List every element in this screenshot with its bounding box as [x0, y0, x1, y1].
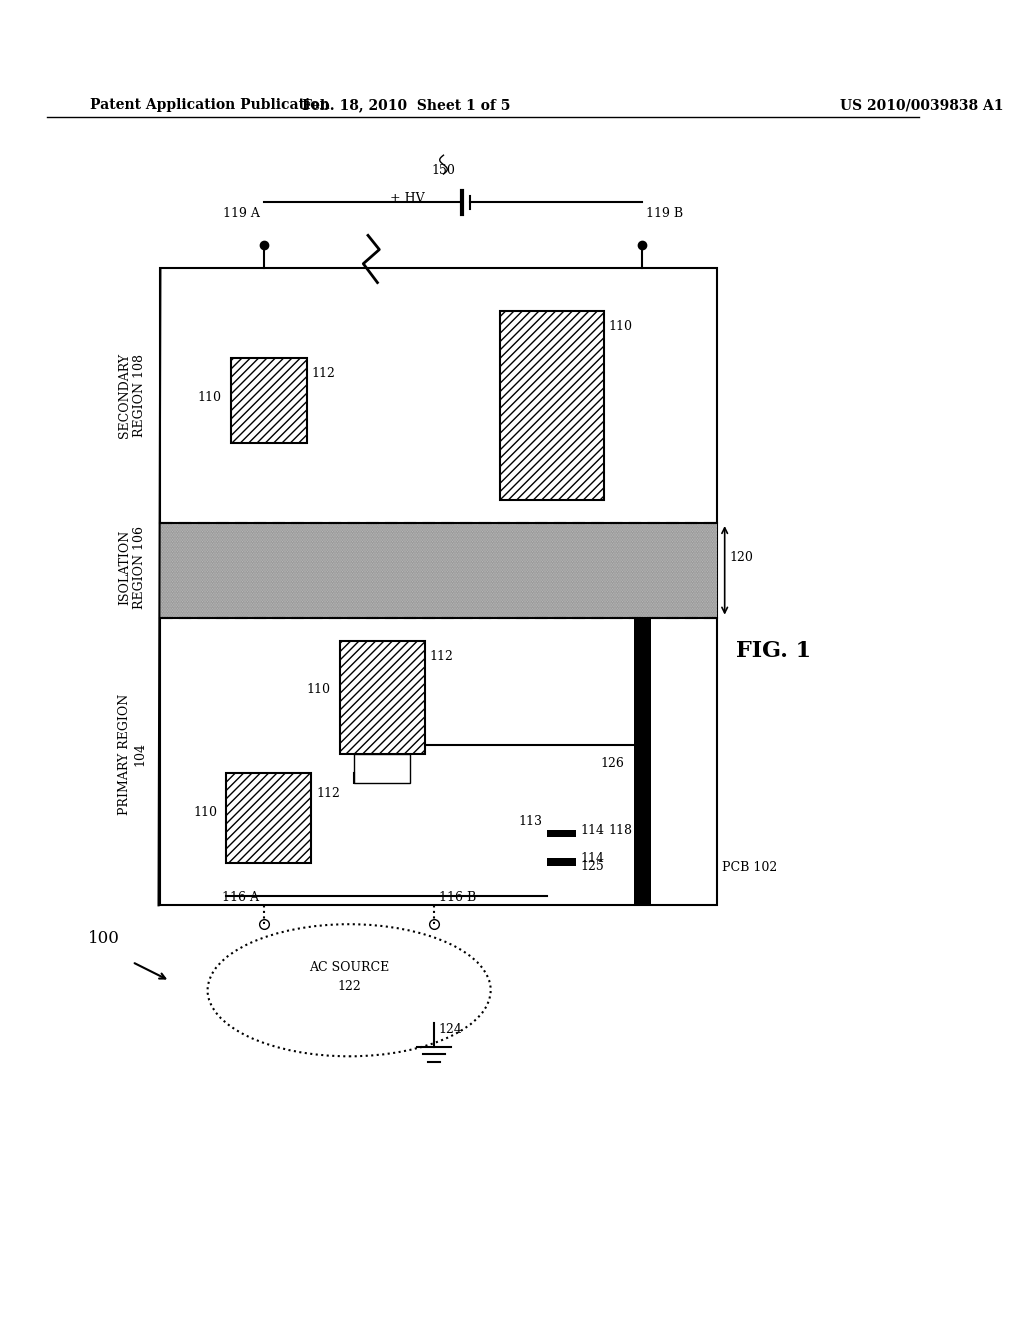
Text: 114: 114: [581, 851, 604, 865]
Text: 110: 110: [198, 391, 222, 404]
Bar: [547, 858, 575, 866]
Bar: [226, 774, 311, 863]
Ellipse shape: [208, 924, 490, 1056]
Text: 124: 124: [438, 1023, 463, 1036]
Text: 113: 113: [518, 816, 543, 828]
Text: 114: 114: [581, 824, 604, 837]
Text: 126: 126: [601, 758, 625, 771]
Text: ISOLATION
REGION 106: ISOLATION REGION 106: [118, 527, 146, 609]
Text: 119 A: 119 A: [222, 206, 259, 219]
Text: Patent Application Publication: Patent Application Publication: [90, 98, 330, 112]
Bar: [634, 618, 651, 906]
Text: AC SOURCE: AC SOURCE: [309, 961, 389, 974]
Text: Feb. 18, 2010  Sheet 1 of 5: Feb. 18, 2010 Sheet 1 of 5: [301, 98, 510, 112]
Bar: [161, 268, 717, 906]
Text: 112: 112: [316, 787, 340, 800]
Text: SECONDARY
REGION 108: SECONDARY REGION 108: [118, 354, 146, 438]
Text: 112: 112: [311, 367, 335, 380]
Text: + HV: + HV: [390, 193, 425, 206]
Text: 122: 122: [337, 981, 361, 993]
Text: 150: 150: [431, 164, 456, 177]
Text: 100: 100: [88, 931, 120, 946]
Bar: [547, 830, 575, 837]
Text: 120: 120: [729, 550, 754, 564]
Text: 118: 118: [608, 824, 633, 837]
Text: 116 A: 116 A: [222, 891, 259, 904]
Bar: [354, 754, 411, 783]
Text: 125: 125: [581, 861, 604, 874]
Text: PCB 102: PCB 102: [722, 861, 777, 874]
Text: 119 B: 119 B: [646, 206, 683, 219]
Bar: [231, 358, 306, 444]
Bar: [500, 312, 604, 499]
Text: 116 B: 116 B: [438, 891, 476, 904]
Text: US 2010/0039838 A1: US 2010/0039838 A1: [840, 98, 1004, 112]
Bar: [161, 523, 717, 618]
Text: FIG. 1: FIG. 1: [736, 640, 811, 661]
Bar: [340, 642, 425, 754]
Text: 110: 110: [608, 319, 633, 333]
Text: 110: 110: [306, 682, 331, 696]
Text: 112: 112: [429, 649, 454, 663]
Text: PRIMARY REGION
104: PRIMARY REGION 104: [118, 694, 146, 814]
Text: 110: 110: [194, 805, 217, 818]
